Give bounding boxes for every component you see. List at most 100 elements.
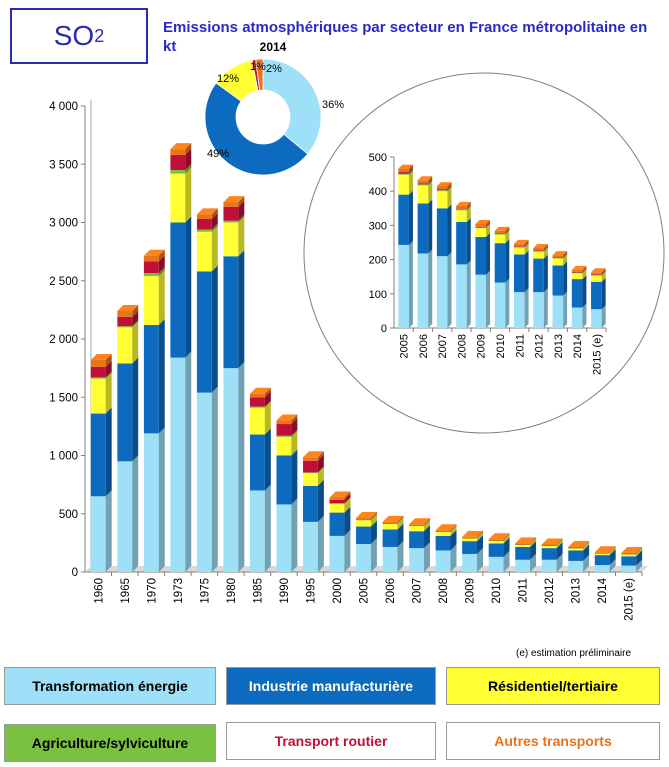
bar-side [370,520,377,545]
bar-segment [170,154,186,171]
pie-chart-2014: 36% 49% 12% 1% 2% [204,58,344,176]
y-tick-label: 1 000 [49,451,78,463]
bar-side [105,353,112,367]
bar-side [636,547,643,554]
bar-segment [398,172,409,174]
x-tick-label: 1995 [305,578,317,604]
bar-side [556,553,563,572]
bar-side [428,181,433,204]
bar-segment [356,519,371,521]
bar-side [477,531,484,539]
bar-top [435,524,457,531]
x-tick-label: 2005 [399,334,411,358]
bar-side [447,252,452,328]
bar-side [105,407,112,497]
bar-segment [436,191,448,209]
bar-segment [541,548,557,560]
bar-side [601,305,606,328]
bar-segment [417,183,429,185]
bar-segment [488,543,504,557]
bar-side [583,541,590,549]
bar-side [477,535,484,554]
bar-top [541,538,563,545]
bar-segment [462,536,478,538]
pie-year-label: 2014 [259,40,287,54]
bar-side [370,538,377,572]
bar-side [503,550,510,572]
bar-side [408,190,413,245]
bar-side [211,225,218,272]
bar-segment [303,485,318,522]
bar-side [211,213,218,230]
pie-percent-label: 36% [322,99,344,111]
bar-top [329,491,351,498]
bar-segment [117,461,133,572]
legend-transformation-energie: Transformation énergie [4,667,216,705]
bar-side [563,253,568,259]
legend-label: Industrie manufacturière [248,678,414,694]
bar-side [601,270,606,276]
bar-top [303,451,324,458]
bar-side [543,254,548,293]
bar-segment [494,282,506,328]
bar-side [530,538,537,545]
bar-side [397,523,404,547]
x-tick-label: 2013 [571,578,583,604]
bar-side [582,269,587,280]
bar-side [503,537,510,557]
bar-side [556,539,563,546]
bar-side [563,253,568,258]
bar-side [477,547,484,572]
bar-segment [303,521,318,572]
bar-segment [170,222,186,358]
bar-segment [621,565,637,572]
x-tick-label: 2015 (e) [624,578,636,621]
bar-top [594,546,616,553]
bar-side [408,240,413,328]
bar-side [466,206,471,222]
bar-side [583,542,590,551]
bar-side [556,539,563,549]
bar-side [524,242,529,248]
bar-side [158,255,165,274]
bar-side [317,454,324,473]
bar-segment [329,512,345,536]
bar-side [238,214,245,223]
pie-percent-label: 1% [250,61,266,73]
bar-side [466,204,471,210]
bar-segment [435,530,451,532]
bar-side [317,451,324,461]
bar-segment [552,265,564,296]
bar-segment [223,202,239,207]
bar-segment [223,206,239,221]
bar-side [636,550,643,566]
bar-side [408,168,413,174]
bar-segment [594,555,610,566]
bar-side [370,514,377,527]
x-tick-label: 2011 [514,334,526,358]
bar-segment [329,503,345,513]
y-tick-label: 2 000 [49,334,78,346]
bar-side [563,261,568,296]
bar-top [170,143,192,150]
bar-side [408,164,413,173]
bar-segment [462,538,478,542]
bar-side [238,216,245,257]
bar-side [291,418,298,436]
bar-side [344,529,351,572]
bar-segment [591,309,602,328]
bar-segment [196,271,212,393]
bar-segment [515,559,531,572]
bar-segment [533,247,544,251]
bar-side [185,164,192,174]
bar-segment [456,221,467,265]
bar-side [397,540,404,572]
bar-segment [552,255,564,258]
bar-top [398,164,413,169]
bar-segment [591,281,602,310]
bar-side [264,484,271,572]
bar-side [505,230,510,244]
y-tick-label: 500 [369,152,387,164]
bar-segment [117,311,133,317]
bar-top [621,547,643,554]
